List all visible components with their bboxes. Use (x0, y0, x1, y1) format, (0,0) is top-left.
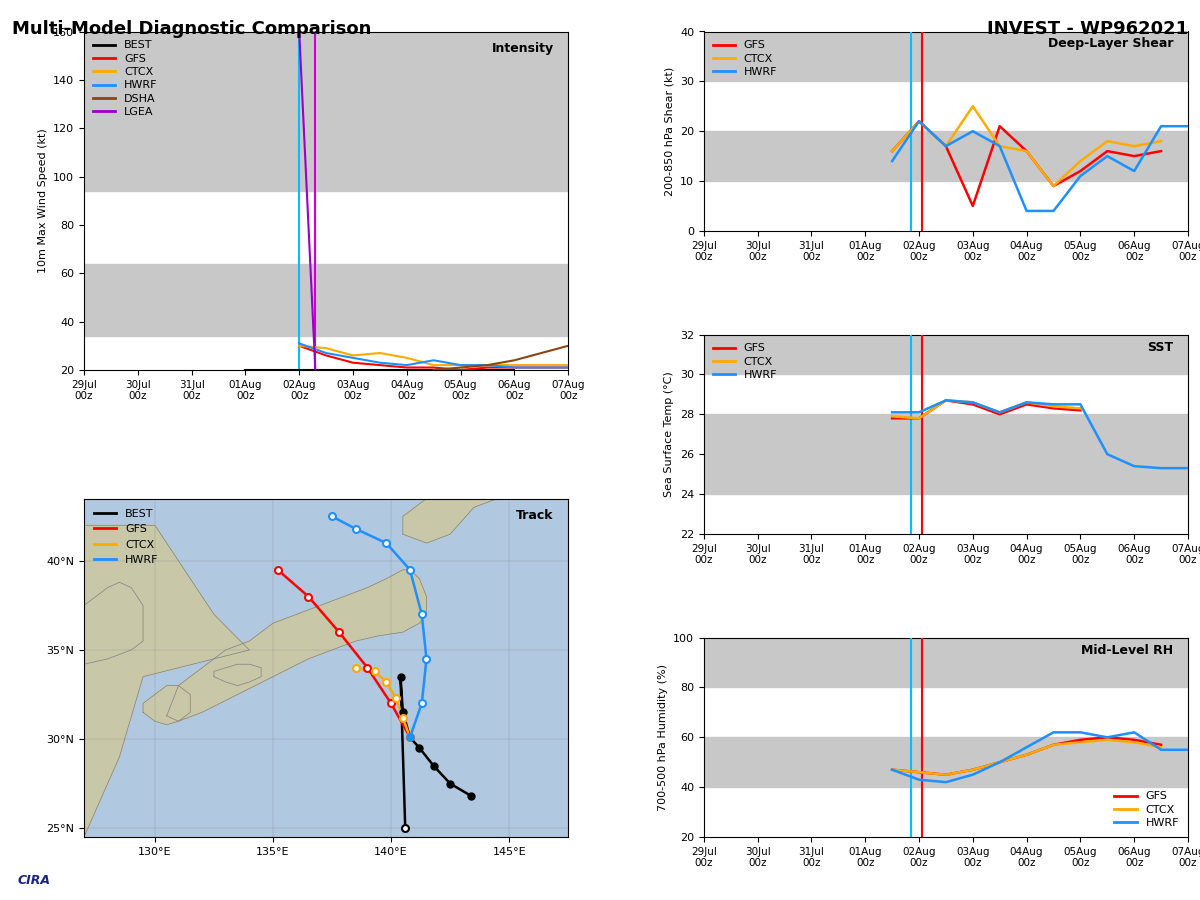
Bar (703, 32, 1188, 81)
Y-axis label: 200-850 hPa Shear (kt): 200-850 hPa Shear (kt) (665, 67, 674, 196)
Y-axis label: Sea Surface Temp (°C): Sea Surface Temp (°C) (665, 372, 674, 497)
Legend: BEST, GFS, CTCX, HWRF: BEST, GFS, CTCX, HWRF (90, 504, 163, 570)
Bar (703, 335, 1188, 374)
Bar (703, 414, 1188, 494)
Text: INVEST - WP962021: INVEST - WP962021 (986, 20, 1188, 38)
Legend: GFS, CTCX, HWRF: GFS, CTCX, HWRF (1111, 788, 1182, 832)
Text: SST: SST (1147, 340, 1174, 354)
Text: Intensity: Intensity (492, 41, 553, 55)
Polygon shape (167, 570, 426, 721)
Text: CIRA: CIRA (18, 874, 50, 886)
Y-axis label: 10m Max Wind Speed (kt): 10m Max Wind Speed (kt) (37, 129, 48, 273)
Bar (703, 637, 1188, 688)
Legend: GFS, CTCX, HWRF: GFS, CTCX, HWRF (709, 37, 781, 80)
Text: Mid-Level RH: Mid-Level RH (1081, 644, 1174, 657)
Legend: BEST, GFS, CTCX, HWRF, DSHA, LGEA: BEST, GFS, CTCX, HWRF, DSHA, LGEA (90, 37, 161, 121)
Y-axis label: 700-500 hPa Humidity (%): 700-500 hPa Humidity (%) (658, 664, 667, 811)
Bar (703, 737, 1188, 788)
Text: Track: Track (516, 508, 553, 522)
Legend: GFS, CTCX, HWRF: GFS, CTCX, HWRF (709, 340, 781, 383)
Polygon shape (84, 526, 250, 837)
Polygon shape (214, 664, 262, 686)
Bar (84, 264, 569, 336)
Text: Deep-Layer Shear: Deep-Layer Shear (1048, 38, 1174, 50)
Bar (703, 131, 1188, 181)
Polygon shape (143, 686, 191, 724)
Polygon shape (403, 481, 509, 543)
Polygon shape (60, 582, 143, 668)
Text: Multi-Model Diagnostic Comparison: Multi-Model Diagnostic Comparison (12, 20, 371, 38)
Bar (84, 32, 569, 191)
